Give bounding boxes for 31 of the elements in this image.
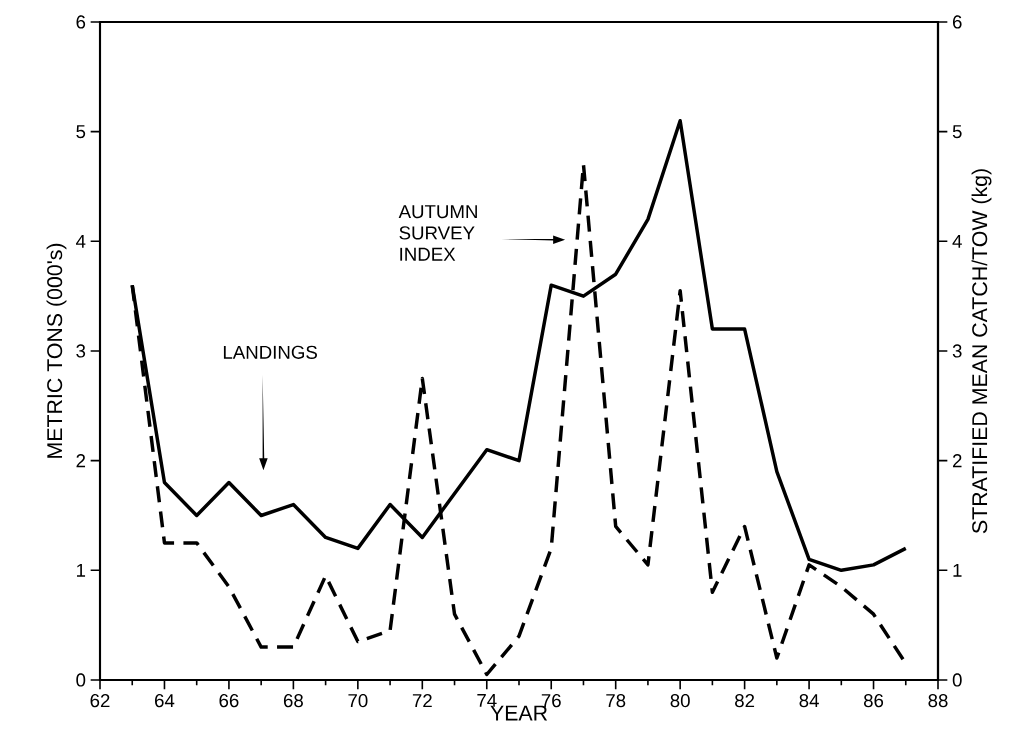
x-tick-label: 88 (928, 694, 948, 708)
x-tick-label: 84 (799, 694, 819, 708)
x-tick-label: 68 (283, 694, 303, 708)
y-axis-title: METRIC TONS (000's) (46, 243, 67, 458)
y-tick-label: 0 (76, 673, 86, 687)
x-tick-label: 78 (606, 694, 626, 708)
y2-tick-label: 3 (952, 344, 962, 358)
y-tick-label: 1 (77, 563, 86, 577)
x-tick-label: 82 (735, 694, 755, 708)
y2-tick-label: 0 (952, 673, 962, 687)
y2-tick-label: 2 (952, 454, 962, 468)
y2-tick-label: 4 (952, 234, 962, 248)
annotation: AUTUMN SURVEY INDEX (398, 205, 477, 261)
y-tick-label: 5 (76, 125, 86, 139)
y-tick-label: 3 (76, 344, 86, 358)
y-tick-label: 4 (76, 234, 86, 248)
x-tick-label: 80 (670, 694, 690, 708)
y2-tick-label: 5 (952, 125, 962, 139)
x-tick-label: 64 (155, 694, 175, 708)
y2-tick-label: 6 (952, 15, 962, 29)
x-tick-label: 86 (863, 694, 884, 708)
annotation: LANDINGS (223, 345, 317, 359)
y-tick-label: 2 (76, 454, 86, 468)
x-tick-label: 62 (90, 694, 110, 708)
x-tick-label: 72 (412, 694, 432, 708)
y-tick-label: 6 (76, 15, 86, 29)
y2-tick-label: 1 (953, 563, 962, 577)
x-tick-label: 74 (477, 694, 497, 707)
x-tick-label: 70 (348, 694, 368, 708)
y2-axis-title: STRATIFIED MEAN CATCH/TOW (kg) (971, 169, 992, 534)
x-tick-label: 66 (219, 694, 239, 708)
